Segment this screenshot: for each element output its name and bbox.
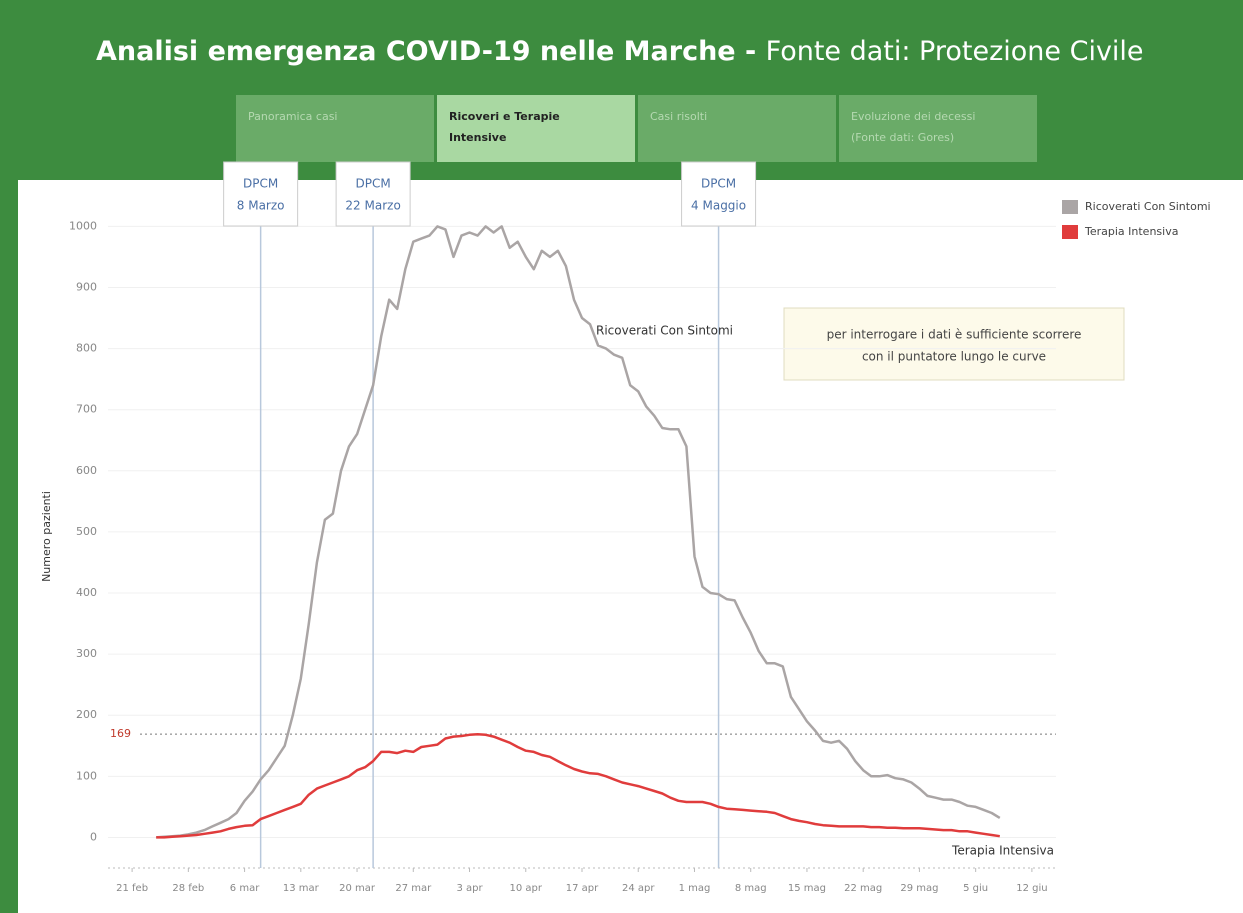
tab-label: (Fonte dati: Gores) — [851, 131, 954, 144]
series-label: Ricoverati Con Sintomi — [596, 324, 733, 338]
tab[interactable] — [839, 95, 1037, 162]
annotation-text: DPCM — [701, 177, 736, 191]
legend-swatch — [1062, 200, 1078, 214]
x-tick-label: 13 mar — [283, 883, 320, 894]
note-line: per interrogare i dati è sufficiente sco… — [827, 328, 1082, 342]
x-tick-label: 24 apr — [622, 883, 655, 894]
x-tick-label: 27 mar — [395, 883, 432, 894]
annotation-box — [335, 161, 411, 227]
annotation-box — [681, 161, 757, 227]
y-tick-label: 300 — [76, 647, 97, 660]
title-main: Analisi emergenza COVID-19 nelle Marche … — [96, 36, 766, 67]
series-label: Terapia Intensiva — [951, 844, 1054, 858]
tab-label: Panoramica casi — [248, 110, 337, 123]
x-tick-label: 22 mag — [844, 883, 882, 894]
annotation-box — [223, 161, 299, 227]
title-source: Fonte dati: Protezione Civile — [766, 36, 1144, 67]
tab-label: Ricoveri e Terapie — [449, 110, 560, 123]
note-line: con il puntatore lungo le curve — [862, 350, 1046, 364]
legend-label: Terapia Intensiva — [1084, 225, 1178, 238]
tab[interactable] — [638, 95, 836, 162]
tab-label: Evoluzione dei decessi — [851, 110, 975, 123]
y-axis-label: Numero pazienti — [40, 491, 53, 582]
y-tick-label: 1000 — [69, 219, 97, 232]
y-tick-label: 400 — [76, 586, 97, 599]
y-tick-label: 600 — [76, 464, 97, 477]
panel — [18, 180, 1243, 913]
x-tick-label: 29 mag — [900, 883, 938, 894]
x-tick-label: 20 mar — [339, 883, 376, 894]
annotation-text: 4 Maggio — [691, 199, 746, 213]
annotation-text: DPCM — [243, 177, 278, 191]
annotation-text: 8 Marzo — [237, 199, 285, 213]
x-tick-label: 15 mag — [788, 883, 826, 894]
x-tick-label: 8 mag — [735, 883, 767, 894]
tab-label: Casi risolti — [650, 110, 707, 123]
x-tick-label: 17 apr — [566, 883, 599, 894]
tab[interactable] — [437, 95, 635, 162]
y-tick-label: 0 — [90, 830, 97, 843]
annotation-text: DPCM — [356, 177, 391, 191]
x-tick-label: 6 mar — [230, 883, 260, 894]
title: Analisi emergenza COVID-19 nelle Marche … — [96, 36, 1144, 67]
x-tick-label: 10 apr — [510, 883, 543, 894]
reference-label: 169 — [110, 727, 131, 740]
legend-label: Ricoverati Con Sintomi — [1085, 200, 1211, 213]
series-line — [156, 225, 1001, 839]
x-tick-label: 28 feb — [172, 883, 204, 894]
y-tick-label: 200 — [76, 708, 97, 721]
x-tick-label: 3 apr — [456, 883, 483, 894]
x-tick-label: 21 feb — [116, 883, 148, 894]
tab[interactable] — [236, 95, 434, 162]
annotation-text: 22 Marzo — [345, 199, 400, 213]
y-tick-label: 900 — [76, 280, 97, 293]
y-tick-label: 100 — [76, 769, 97, 782]
legend-swatch — [1062, 225, 1078, 239]
x-tick-label: 12 giu — [1016, 883, 1047, 894]
tab-label: Intensive — [449, 131, 506, 144]
note-box — [783, 307, 1125, 381]
y-tick-label: 800 — [76, 342, 97, 355]
x-tick-label: 1 mag — [679, 883, 711, 894]
y-tick-label: 700 — [76, 403, 97, 416]
y-tick-label: 500 — [76, 525, 97, 538]
x-tick-label: 5 giu — [963, 883, 988, 894]
series-line — [156, 732, 1000, 839]
